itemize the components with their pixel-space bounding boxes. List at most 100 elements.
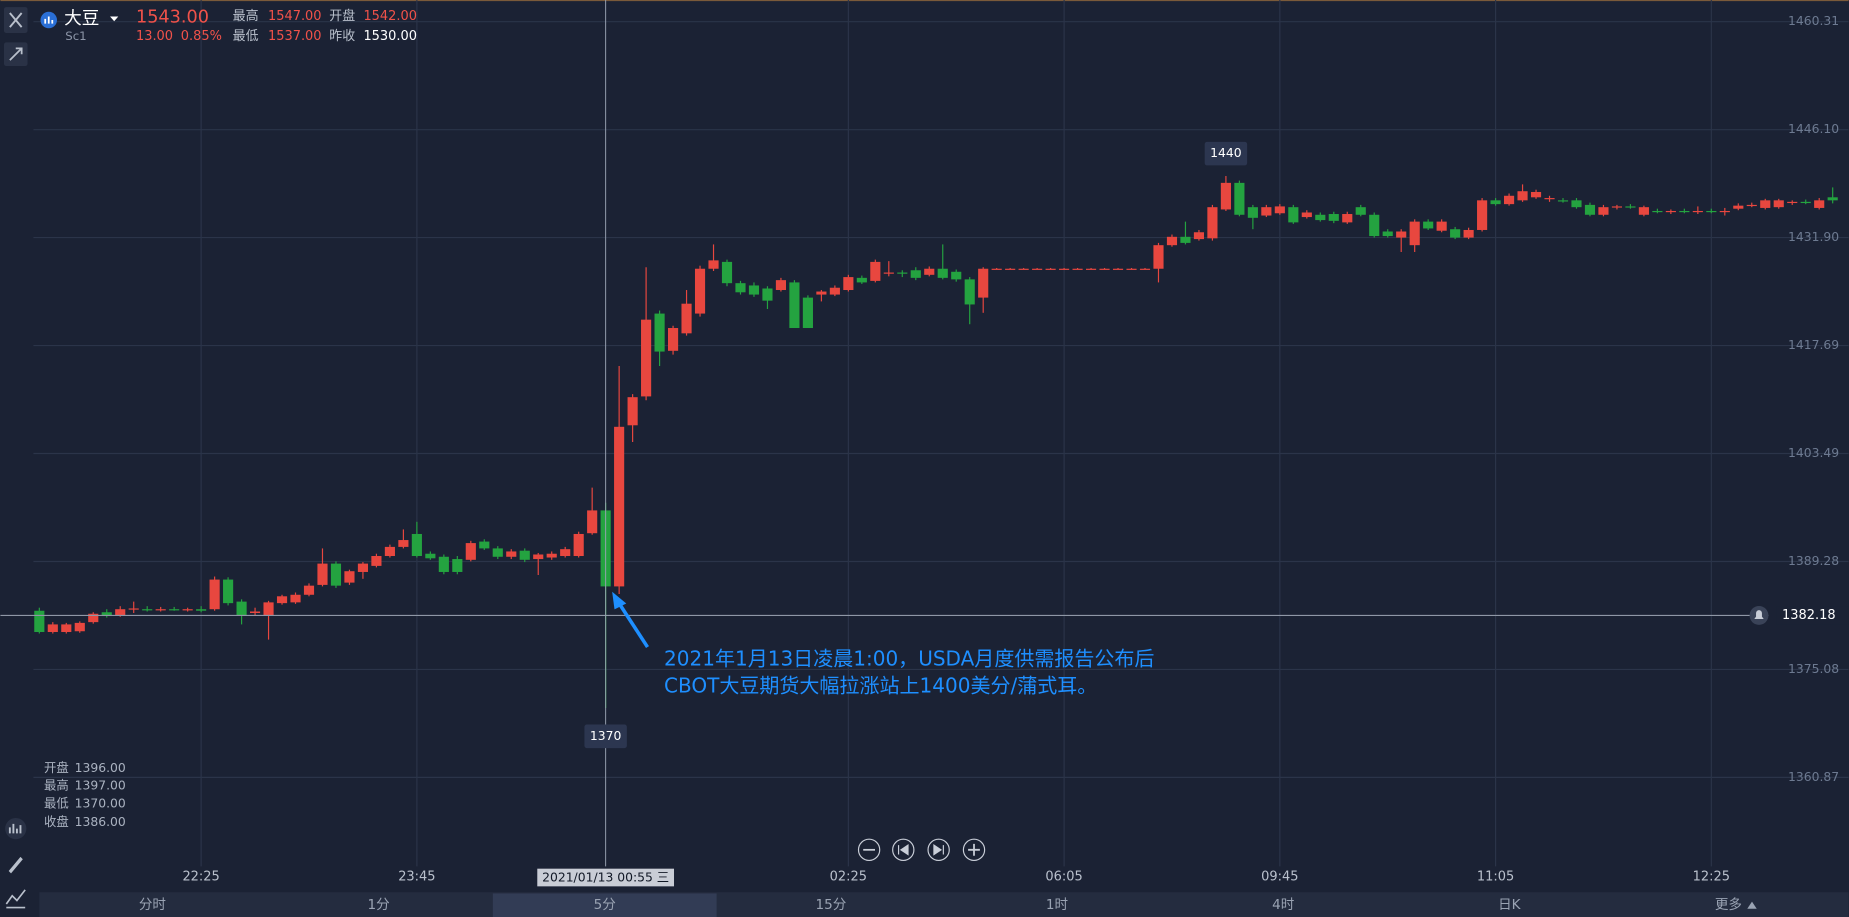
y-tick-label: 1403.49 bbox=[1788, 446, 1839, 460]
candle-body bbox=[627, 397, 638, 426]
candle-body bbox=[1288, 207, 1299, 223]
tab[interactable]: 1分 bbox=[367, 897, 390, 913]
scroll-end-button[interactable] bbox=[927, 838, 950, 862]
tab[interactable]: 1时 bbox=[1046, 897, 1069, 913]
stat-label: 最低 bbox=[233, 29, 259, 44]
candle-body bbox=[1517, 191, 1528, 201]
zoom-out-button[interactable] bbox=[857, 838, 881, 862]
candle-body bbox=[1450, 229, 1461, 238]
candle-body bbox=[829, 287, 840, 295]
candle-body bbox=[1301, 212, 1312, 218]
line-tool-button[interactable] bbox=[5, 889, 26, 909]
candle-body bbox=[816, 291, 827, 295]
ohlc-label: 开盘 bbox=[44, 760, 69, 775]
candle-body bbox=[479, 541, 490, 549]
candle-body bbox=[1557, 200, 1569, 202]
candle-body bbox=[978, 268, 989, 298]
candle-body bbox=[1504, 195, 1515, 205]
candle-body bbox=[330, 563, 342, 586]
indicator-button[interactable] bbox=[5, 817, 27, 840]
candle-body bbox=[1247, 207, 1258, 218]
ohlc-value: 1396.00 bbox=[75, 761, 126, 775]
tab[interactable]: 5分 bbox=[594, 897, 617, 913]
candle-body bbox=[249, 611, 261, 614]
candle-body bbox=[1099, 268, 1110, 270]
x-tick-label: 09:45 bbox=[1261, 869, 1298, 884]
ohlc-label: 最高 bbox=[44, 778, 69, 793]
scroll-start-button[interactable] bbox=[892, 838, 915, 862]
candle-body bbox=[1436, 221, 1447, 231]
candle-body bbox=[924, 268, 935, 275]
y-tick-label: 1460.31 bbox=[1788, 14, 1839, 28]
symbol-code: Sc1 bbox=[65, 29, 86, 43]
candle-body bbox=[1584, 204, 1596, 215]
candle-body bbox=[775, 280, 787, 291]
tab[interactable]: 日K bbox=[1498, 897, 1522, 913]
candle-body bbox=[573, 533, 584, 557]
zoom-controls bbox=[857, 838, 986, 862]
candle-body bbox=[1315, 214, 1326, 221]
price-marker: 1440 bbox=[1210, 146, 1242, 160]
symbol-icon-bars bbox=[44, 16, 54, 24]
candle-body bbox=[1571, 200, 1582, 208]
candle-body bbox=[1544, 198, 1555, 200]
candle-body bbox=[641, 319, 652, 397]
annotation: 2021年1月13日凌晨1:00，USDA月度供需报告公布后 CBOT大豆期货大… bbox=[612, 591, 1154, 698]
stat-value: 1537.00 bbox=[268, 29, 322, 44]
candle-body bbox=[169, 609, 180, 611]
x-tick-label: 22:25 bbox=[182, 869, 219, 884]
close-icon bbox=[9, 12, 23, 28]
price-marker: 1370 bbox=[590, 729, 622, 743]
candle-body bbox=[1733, 205, 1744, 209]
candle-body bbox=[1234, 182, 1245, 215]
candle-body bbox=[1328, 214, 1339, 221]
candle-body bbox=[196, 609, 207, 611]
candle-body bbox=[1598, 207, 1609, 215]
candle-body bbox=[1059, 268, 1070, 270]
y-tick-label: 1417.69 bbox=[1788, 338, 1839, 352]
tabs: 分时 1分 5分 15分 1时 4时 日K 更多 bbox=[139, 893, 1757, 917]
tab[interactable]: 分时 bbox=[139, 897, 167, 913]
candle-body bbox=[1382, 231, 1393, 237]
tab[interactable]: 4时 bbox=[1272, 897, 1295, 913]
symbol-name: 大豆 bbox=[64, 8, 99, 29]
x-tick-label: 02:25 bbox=[830, 869, 867, 884]
candle-body bbox=[1423, 221, 1434, 229]
candle-body bbox=[1530, 191, 1542, 198]
candle-body bbox=[681, 303, 692, 334]
candle-body bbox=[101, 612, 112, 617]
candle-body bbox=[1274, 206, 1285, 214]
pin-icon bbox=[9, 47, 23, 61]
symbol-dropdown[interactable] bbox=[110, 16, 119, 22]
candle-body bbox=[1665, 210, 1676, 213]
candle-body bbox=[614, 426, 625, 587]
draw-tool-button[interactable] bbox=[8, 856, 23, 874]
annotation-arrowhead bbox=[612, 591, 627, 610]
candle-body bbox=[748, 285, 760, 295]
header: 大豆 Sc1 1543.00 13.00 0.85% 最高 1547.00 开盘… bbox=[40, 8, 417, 44]
tab[interactable]: 15分 bbox=[815, 897, 846, 913]
price-marker-box bbox=[1204, 141, 1248, 166]
stat-label: 昨收 bbox=[329, 29, 355, 44]
overlay: 1382.18 2021/01/13 00:55 三 1440 1370 bbox=[0, 0, 1836, 887]
tab-more-arrow bbox=[1747, 901, 1757, 909]
candle-body bbox=[1746, 204, 1757, 207]
candle-body bbox=[1086, 268, 1097, 270]
candle-body bbox=[1692, 210, 1703, 213]
candle-body bbox=[1827, 197, 1838, 201]
candle-body bbox=[843, 277, 854, 291]
ohlc-value: 1386.00 bbox=[75, 815, 126, 829]
annotation-line: CBOT大豆期货大幅拉涨站上1400美分/蒲式耳。 bbox=[664, 674, 1097, 698]
candle-body bbox=[209, 579, 220, 610]
candle-body bbox=[1369, 214, 1380, 237]
x-tick-label: 06:05 bbox=[1045, 869, 1082, 884]
zoom-in-button[interactable] bbox=[962, 838, 986, 862]
candle-body bbox=[1463, 229, 1474, 238]
price-change: 13.00 bbox=[136, 29, 173, 44]
tab[interactable]: 更多 bbox=[1715, 896, 1742, 913]
candle-body bbox=[452, 559, 463, 572]
candle-body bbox=[34, 610, 45, 633]
candle-body bbox=[1773, 200, 1784, 208]
scroll-end-icon bbox=[933, 844, 944, 856]
candle-body bbox=[1261, 207, 1272, 216]
